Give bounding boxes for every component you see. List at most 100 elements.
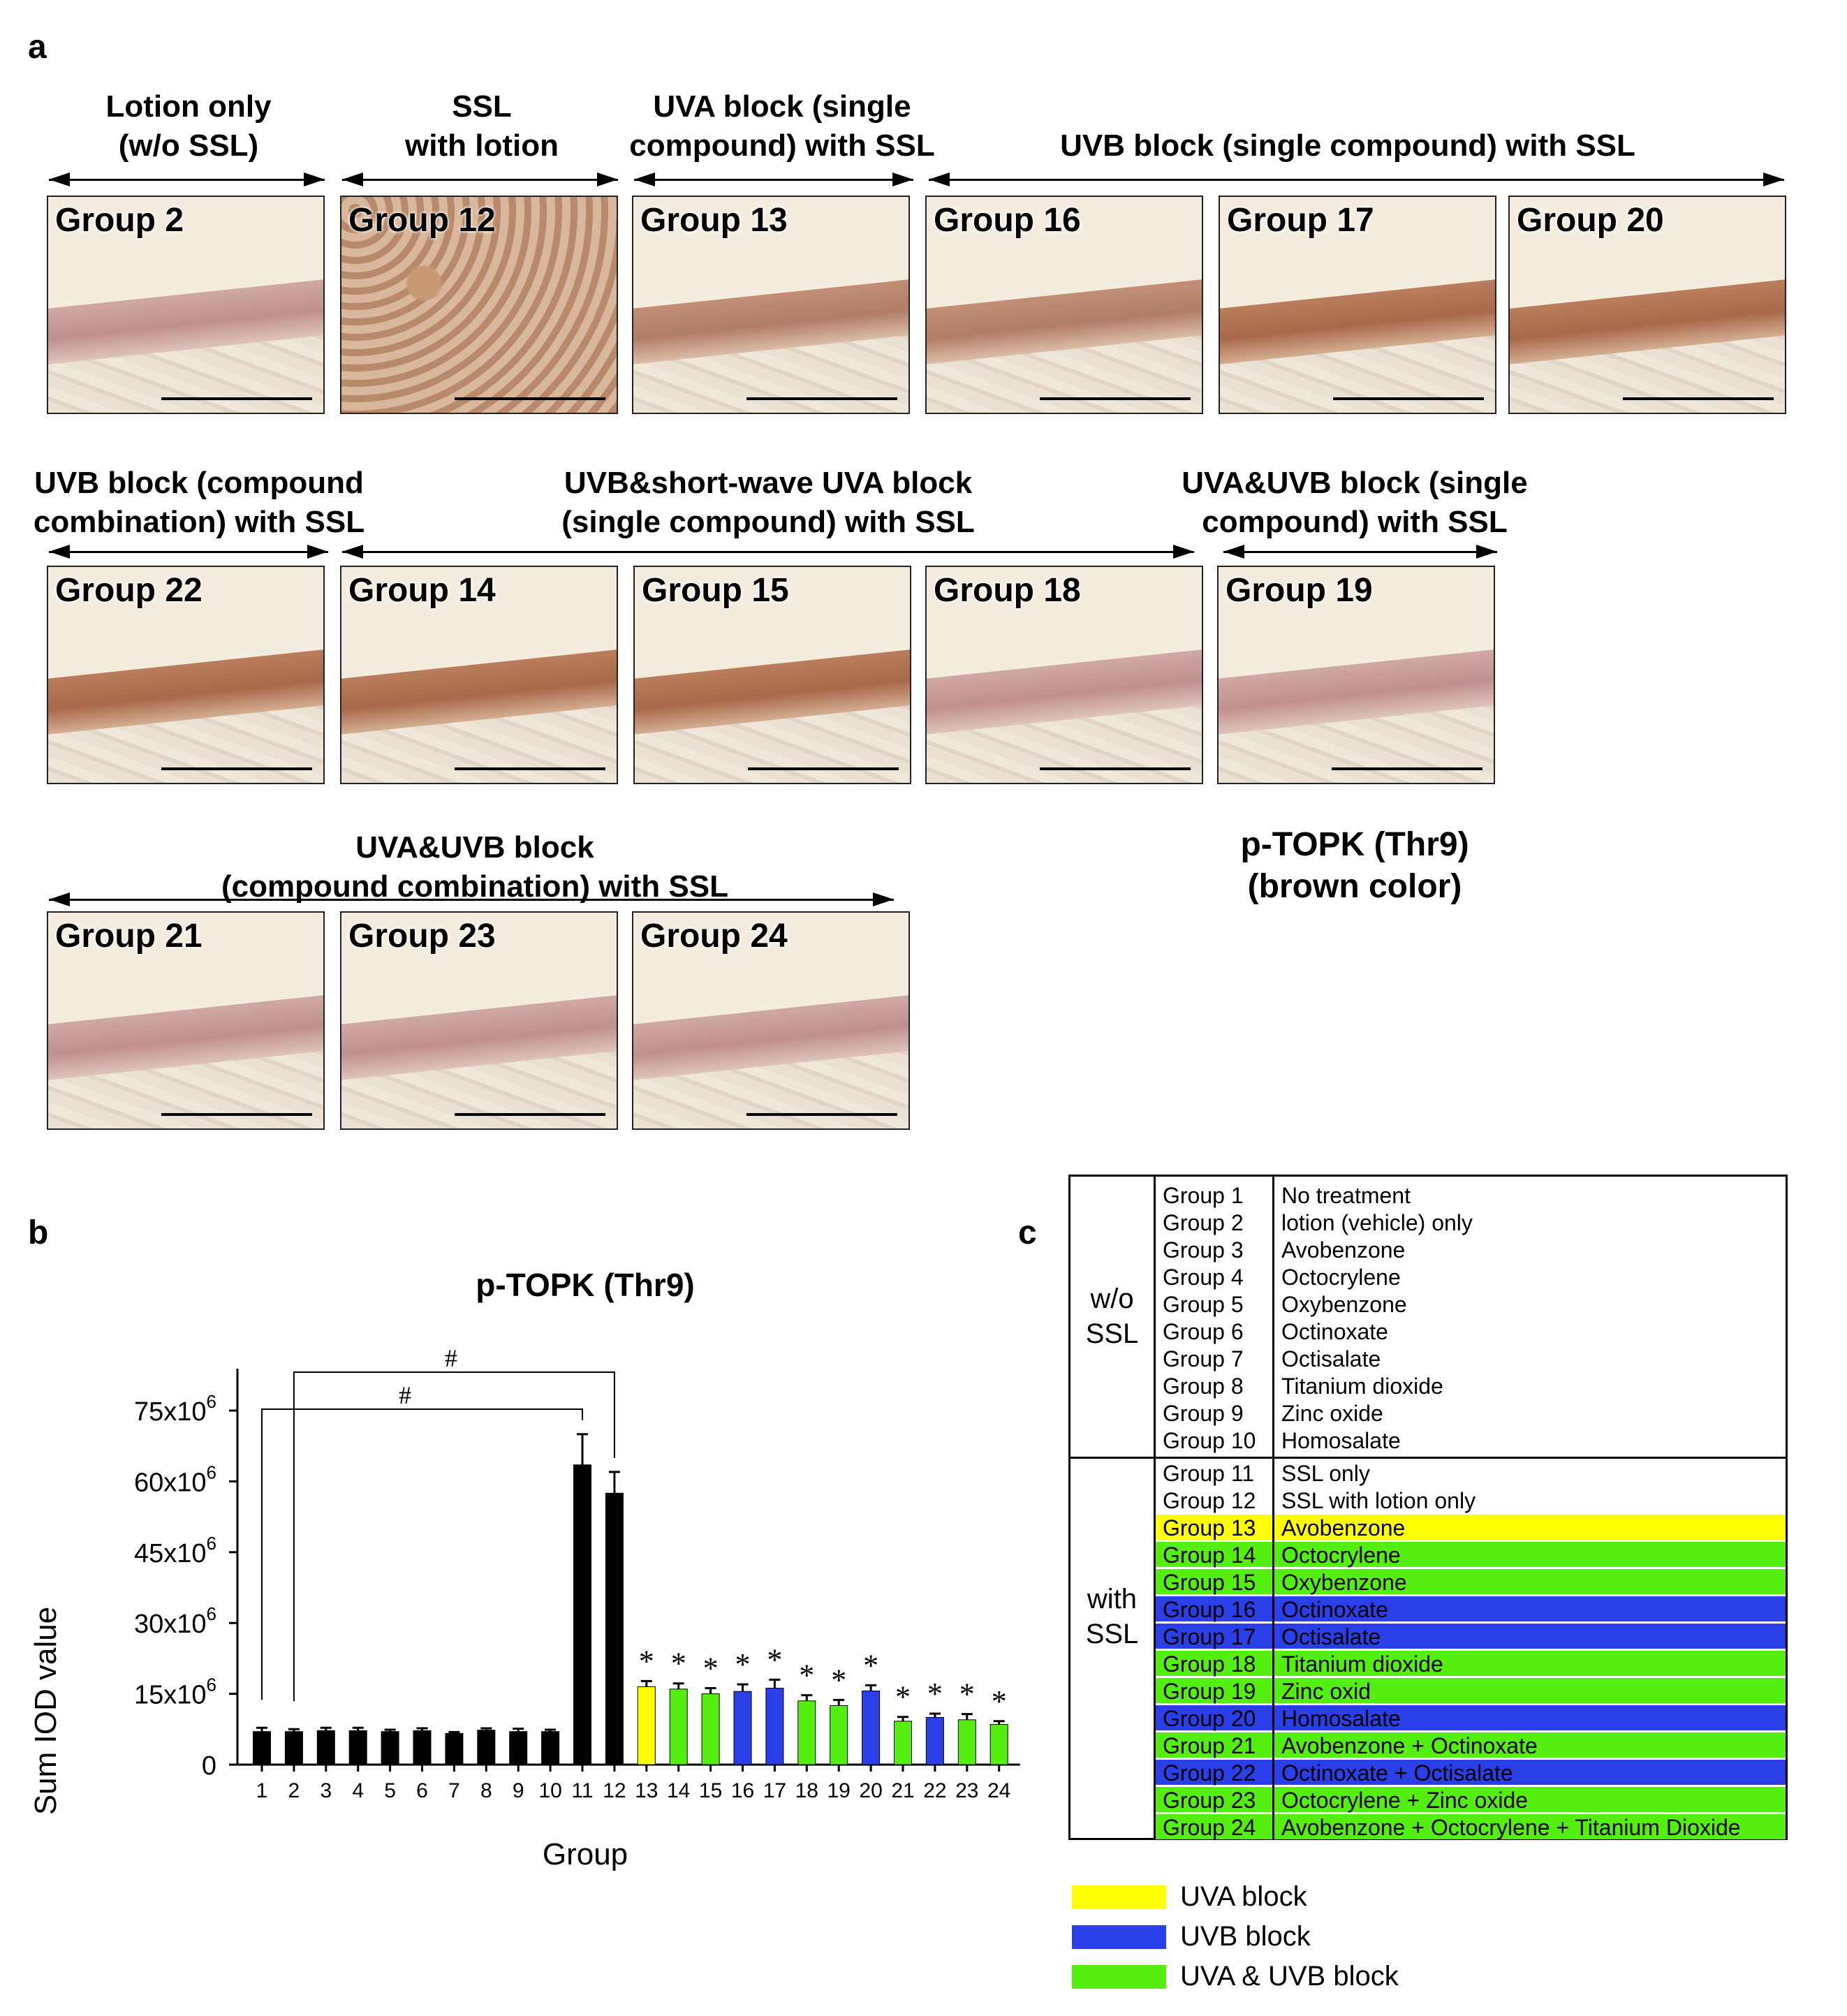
bar (765, 1687, 784, 1765)
legend-swatch-uvb (1072, 1925, 1166, 1949)
table-group-cell: Group 1 (1163, 1183, 1244, 1208)
significance-star: * (831, 1663, 846, 1697)
x-tick-label: 16 (731, 1779, 754, 1802)
bar (541, 1731, 560, 1765)
table-treatment-cell: Avobenzone + Octinoxate (1274, 1732, 1786, 1758)
x-tick-label: 17 (763, 1779, 786, 1802)
significance-star: * (992, 1684, 1007, 1719)
table-treatment-cell: Avobenzone (1281, 1237, 1406, 1263)
significance-star: * (959, 1677, 975, 1712)
bar (894, 1721, 912, 1765)
scale-bar (455, 1113, 605, 1116)
chart-title: p-TOPK (Thr9) (476, 1267, 694, 1303)
x-tick-label: 22 (923, 1779, 946, 1802)
table-treatment-cell: Oxybenzone (1274, 1569, 1786, 1595)
panel-group-label: Group 23 (348, 918, 496, 955)
histology-panel: Group 23 (340, 911, 618, 1130)
legend-label-uva-uvb: UVA & UVB block (1180, 1961, 1399, 1992)
table-group-cell: Group 8 (1163, 1374, 1244, 1399)
bar (733, 1691, 752, 1765)
table-row: Group 22 Octinoxate + Octisalate (1070, 1760, 1786, 1787)
bar (284, 1731, 303, 1765)
table-group-cell: Group 22 (1156, 1760, 1272, 1786)
histology-panel: Group 18 (925, 566, 1203, 784)
histology-panel: Group 15 (633, 566, 911, 784)
table-treatment-cell: SSL only (1281, 1461, 1370, 1486)
table-group-cell: Group 4 (1163, 1265, 1244, 1290)
significance-hash: # (445, 1344, 457, 1372)
bar (348, 1730, 367, 1765)
histology-panel: Group 16 (925, 196, 1203, 414)
table-row: Group 4 Octocrylene (1070, 1264, 1786, 1291)
panel-group-label: Group 14 (348, 572, 496, 609)
chart-bars: * * * * * * * * * * * * (253, 1433, 1008, 1765)
x-tick-label: 21 (891, 1779, 914, 1802)
table-group-cell: Group 15 (1156, 1569, 1272, 1595)
significance-star: * (639, 1644, 654, 1678)
table-group-cell: Group 5 (1163, 1292, 1244, 1317)
scale-bar (1623, 397, 1774, 400)
y-tick-exponent: 6 (207, 1603, 216, 1624)
header-lotion-only: Lotion only (w/o SSL) (105, 89, 272, 163)
bar (830, 1705, 848, 1765)
y-tick-label: 60x106 (134, 1462, 216, 1497)
table-row: Group 21 Avobenzone + Octinoxate (1070, 1732, 1786, 1760)
bar (669, 1688, 688, 1765)
bar (509, 1731, 528, 1765)
scale-bar (746, 397, 897, 400)
table-treatment-cell: Oxybenzone (1281, 1292, 1407, 1317)
scale-bar (455, 397, 605, 400)
y-tick-exponent: 6 (207, 1533, 216, 1554)
range-arrow (929, 172, 1784, 186)
table-row: Group 19 Zinc oxid (1070, 1678, 1786, 1705)
x-axis-label: Group (543, 1837, 628, 1871)
histology-panel: Group 17 (1219, 196, 1496, 414)
scale-bar (748, 767, 899, 770)
range-arrow (49, 545, 328, 559)
y-tick-label: 75x106 (134, 1391, 216, 1427)
table-row: Group 17 Octisalate (1070, 1624, 1786, 1651)
table-row: Group 5 Oxybenzone (1070, 1291, 1786, 1318)
scale-bar (161, 767, 312, 770)
significance-star: * (671, 1647, 686, 1681)
significance-star: * (767, 1642, 782, 1677)
significance-star: * (927, 1677, 943, 1711)
bar (989, 1724, 1008, 1765)
significance-brackets: ## (261, 1344, 615, 1702)
range-arrow (49, 892, 894, 906)
scale-bar (1040, 397, 1191, 400)
table-treatment-cell: Homosalate (1274, 1705, 1786, 1731)
table-treatment-cell: Avobenzone (1274, 1515, 1786, 1540)
x-tick-label: 24 (987, 1779, 1010, 1802)
table-group-cell: Group 17 (1156, 1624, 1272, 1649)
panel-label-a: a (28, 29, 47, 66)
significance-star: * (895, 1680, 911, 1714)
panel-group-label: Group 21 (55, 918, 203, 955)
table-row: Group 20 Homosalate (1070, 1705, 1786, 1732)
x-tick-label: 14 (667, 1779, 690, 1802)
range-arrow (342, 172, 618, 186)
panel-group-label: Group 2 (55, 202, 184, 239)
bar (477, 1730, 496, 1765)
y-axis-label: Sum IOD value (29, 1607, 63, 1815)
table-row: Group 9 Zinc oxide (1070, 1400, 1786, 1427)
bar (316, 1730, 335, 1765)
x-tick-label: 1 (256, 1779, 268, 1802)
table-row: Group 10 Homosalate (1070, 1427, 1786, 1455)
table-treatment-cell: Octinoxate (1281, 1319, 1388, 1344)
range-arrow (342, 545, 1194, 559)
table-row: Group 2 lotion (vehicle) only (1070, 1209, 1786, 1237)
histology-panel: Group 2 (47, 196, 325, 414)
x-tick-label: 13 (635, 1779, 658, 1802)
histology-panel: Group 12 (340, 196, 618, 414)
table-row: Group 14 Octocrylene (1070, 1542, 1786, 1569)
stain-legend: p-TOPK (Thr9) (brown color) (1240, 826, 1469, 905)
table-row: Group 13 Avobenzone (1070, 1515, 1786, 1542)
y-tick-label: 15x106 (134, 1675, 216, 1710)
x-tick-label: 10 (538, 1779, 561, 1802)
panel-group-label: Group 16 (934, 202, 1081, 239)
x-tick-label: 4 (352, 1779, 364, 1802)
panel-label-c: c (1018, 1214, 1037, 1251)
histology-panel: Group 13 (632, 196, 910, 414)
